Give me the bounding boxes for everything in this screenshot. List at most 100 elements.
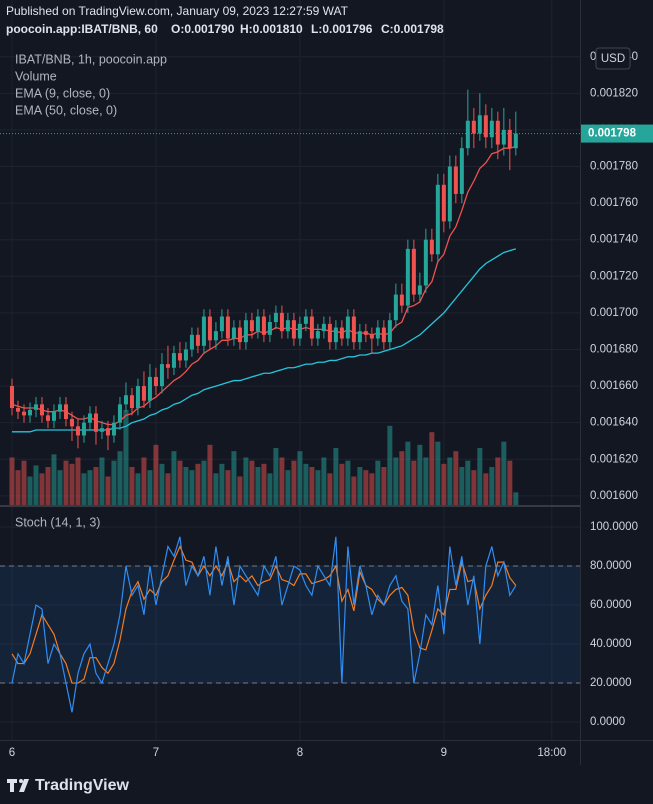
ohlc-high: H:0.001810 (240, 22, 303, 36)
stoch-d-line (11, 545, 517, 684)
volume-bar (393, 457, 399, 505)
y-tick-label: 60.0000 (590, 599, 632, 611)
volume-bar (285, 470, 291, 505)
candle-body (369, 334, 374, 339)
volume-bar (459, 467, 465, 505)
y-tick-label: 20.0000 (590, 677, 632, 689)
currency-button[interactable] (595, 47, 631, 70)
candle-body (159, 364, 164, 387)
volume-bar (423, 457, 429, 505)
volume-bar (243, 457, 249, 505)
volume-bar (195, 463, 201, 505)
footer-logo: TradingView (7, 777, 130, 794)
candle-body (123, 395, 128, 405)
candle-body (75, 426, 80, 436)
candle-body (249, 320, 254, 332)
volume-bar (261, 463, 267, 505)
candle-body (87, 413, 92, 423)
logo-dot (19, 779, 23, 783)
y-tick-label: 0.0000 (590, 716, 625, 728)
volume-bar (495, 457, 501, 505)
legend-volume: Volume (15, 69, 57, 83)
volume-bar (75, 457, 81, 505)
stoch-k-line (11, 536, 517, 713)
volume-bar (357, 467, 363, 505)
candle-body (69, 419, 74, 427)
candle-body (357, 331, 362, 343)
candle-body (507, 129, 512, 149)
volume-bar (333, 448, 339, 505)
volume-bar (45, 467, 51, 505)
volume-bar (453, 451, 459, 505)
candle-body (327, 323, 332, 343)
volume-bar (447, 457, 453, 505)
candle-body (93, 413, 98, 432)
candle-body (303, 316, 308, 324)
candle-body (267, 322, 272, 335)
candle-body (309, 316, 314, 339)
y-tick-label: 0.001820 (590, 87, 638, 99)
candle-body (297, 323, 302, 339)
candle-body (501, 129, 506, 145)
y-tick-label: 0.001780 (590, 161, 638, 173)
volume-bar (153, 444, 159, 505)
candle-body (273, 312, 278, 323)
y-tick-label: 0.001740 (590, 234, 638, 246)
candle-body (429, 239, 434, 255)
volume-bar (21, 460, 27, 505)
candle-body (285, 320, 290, 332)
volume-bar (267, 473, 273, 505)
candle-body (45, 415, 50, 421)
volume-bar (111, 460, 117, 505)
legend-ema50: EMA (50, close, 0) (15, 103, 117, 117)
volume-bar (279, 457, 285, 505)
volume-bar (339, 463, 345, 505)
volume-bar (117, 451, 123, 505)
volume-bar (39, 473, 45, 505)
candle-body (177, 353, 182, 361)
y-tick-label: 0.001700 (590, 307, 638, 319)
volume-bar (213, 473, 219, 505)
candle-body (321, 323, 326, 332)
y-tick-label: 0.001620 (590, 453, 638, 465)
published-note: Published on TradingView.com, January 09… (6, 4, 349, 18)
volume-bar (51, 454, 57, 505)
legend-title: IBAT/BNB, 1h, poocoin.app (15, 52, 167, 66)
candle-body (423, 239, 428, 286)
volume-bar (483, 473, 489, 505)
y-tick-label: 40.0000 (590, 638, 632, 650)
candle-body (465, 120, 470, 149)
volume-layer (9, 410, 519, 505)
volume-bar (237, 476, 243, 505)
volume-bar (321, 457, 327, 505)
currency-label[interactable]: USD (601, 53, 625, 65)
candle-body (237, 327, 242, 343)
candle-body (417, 285, 422, 295)
candle-body (255, 316, 260, 332)
stoch-band (0, 566, 580, 684)
candle-body (81, 422, 86, 436)
legend-ema9: EMA (9, close, 0) (15, 86, 110, 100)
x-tick-label: 9 (441, 747, 447, 759)
candle-body (363, 331, 368, 335)
volume-bar (363, 470, 369, 505)
y-tick-label: 0.001660 (590, 380, 638, 392)
volume-bar (249, 460, 255, 505)
volume-bar (501, 441, 507, 505)
candle-body (453, 166, 458, 194)
volume-bar (189, 470, 195, 505)
volume-bar (369, 473, 375, 505)
candle-body (183, 349, 188, 361)
candle-body (231, 327, 236, 339)
volume-bar (15, 470, 21, 505)
candle-body (189, 334, 194, 350)
symbol: poocoin.app:IBAT/BNB, 60 (6, 22, 158, 36)
volume-bar (309, 467, 315, 505)
candle-body (201, 316, 206, 346)
y-tick-label: 0.001600 (590, 490, 638, 502)
logo-mark (19, 779, 29, 792)
candle-body (165, 364, 170, 368)
candle-body (219, 316, 224, 332)
volume-bar (489, 467, 495, 505)
